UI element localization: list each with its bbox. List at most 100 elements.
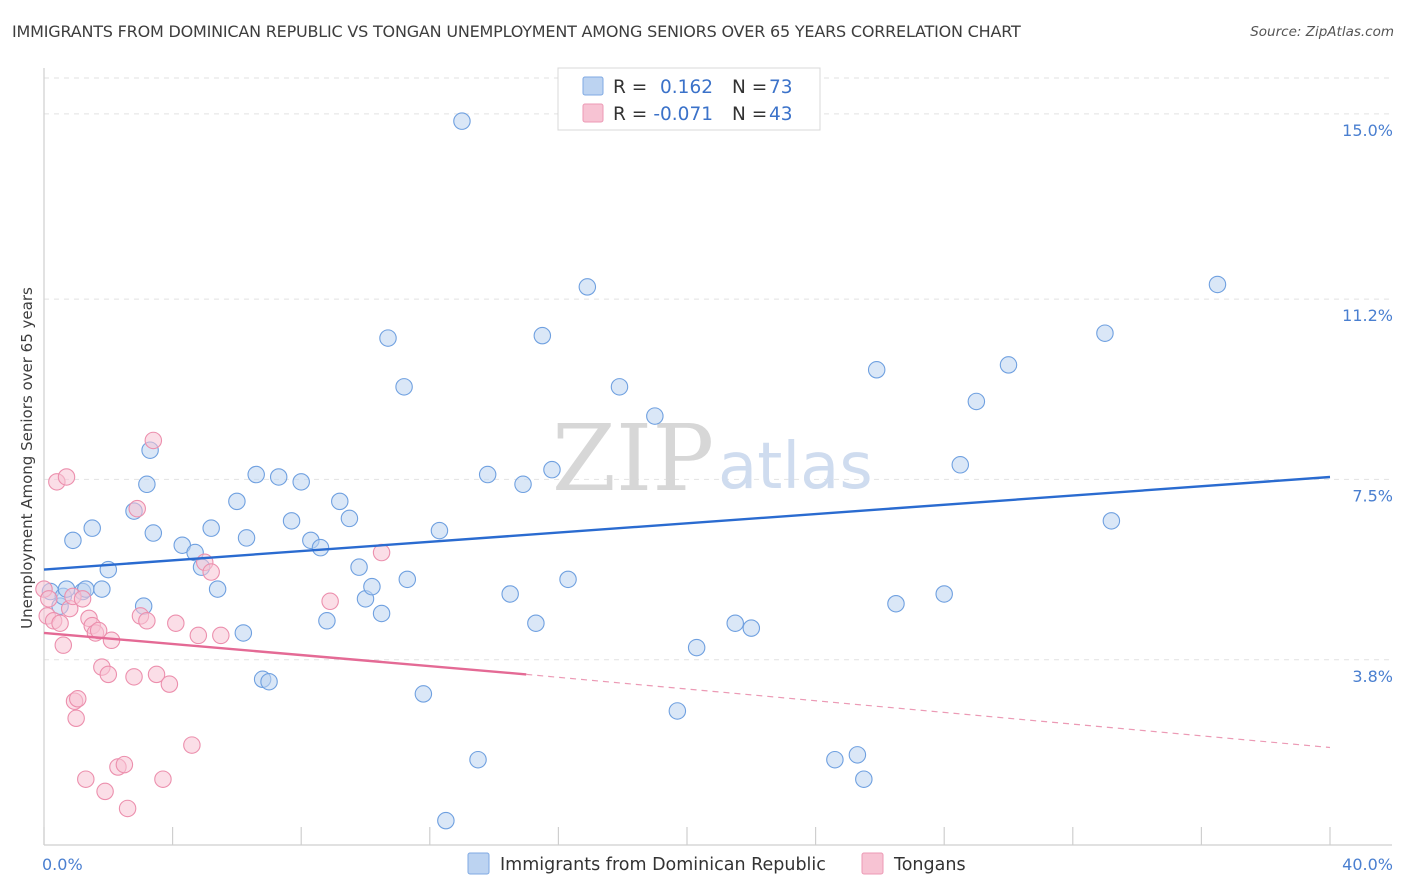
point-dominican	[234, 624, 253, 642]
point-dominican	[228, 492, 246, 511]
trend-line-tongans-extension	[526, 673, 1331, 749]
axes	[43, 68, 1392, 846]
y-tick-label: 7.5%	[1352, 486, 1393, 505]
point-dominican	[610, 378, 629, 396]
legend-swatch-tongans	[861, 852, 884, 875]
point-dominican	[527, 614, 545, 632]
point-dominican	[687, 638, 706, 657]
point-dominican	[437, 811, 455, 830]
gridlines	[44, 77, 1392, 661]
point-tongan	[54, 636, 73, 654]
point-tongan	[202, 563, 220, 581]
point-dominican	[93, 580, 111, 598]
point-dominican	[668, 702, 687, 720]
point-dominican	[559, 570, 577, 589]
point-dominican	[469, 750, 487, 769]
tick-labels: 3.8% 7.5% 11.2% 15.0% 0.0% 40.0%	[42, 121, 1393, 874]
point-tongan	[128, 499, 146, 518]
point-dominican	[1102, 512, 1121, 530]
point-tongan	[73, 590, 92, 608]
stats-legend: R = 0.162 N = 73 R = -0.071 N = 43	[557, 67, 821, 131]
point-dominican	[848, 746, 867, 764]
point-tongan	[167, 614, 185, 632]
point-dominican	[501, 585, 519, 603]
point-dominican	[514, 475, 532, 494]
point-dominican	[247, 465, 265, 484]
point-dominican	[372, 604, 391, 623]
point-tongan	[67, 709, 85, 728]
point-tongan	[57, 468, 76, 486]
point-dominican	[379, 329, 397, 347]
stats-r-label-2: R =	[613, 104, 647, 125]
watermark-zip: ZIP	[552, 405, 714, 512]
stats-swatch-pink	[582, 103, 604, 123]
stats-n-value-2: 43	[769, 104, 793, 125]
stats-r-value-1: 0.162	[660, 77, 713, 98]
trend-line-tongans	[43, 631, 527, 676]
point-tongan	[160, 675, 179, 693]
point-dominican	[453, 112, 471, 130]
point-dominican	[260, 672, 278, 691]
point-tongan	[144, 431, 163, 450]
point-dominican	[318, 612, 336, 630]
stats-n-label-1: N =	[732, 77, 767, 98]
point-dominican	[887, 594, 905, 613]
point-dominican	[951, 456, 970, 474]
point-dominican	[331, 492, 349, 511]
point-dominican	[1208, 275, 1227, 294]
stats-n-value-1: 73	[769, 77, 793, 98]
point-dominican	[144, 524, 163, 542]
data-points	[35, 112, 1227, 830]
point-dominican	[430, 521, 449, 540]
point-dominican	[350, 558, 368, 576]
point-tongan	[189, 626, 208, 645]
point-dominican	[478, 465, 497, 484]
point-dominican	[742, 619, 761, 637]
point-dominican	[398, 570, 417, 589]
point-dominican	[726, 614, 744, 632]
watermark-atlas: atlas	[718, 430, 873, 504]
legend-swatch-dominican	[467, 852, 490, 875]
point-dominican	[282, 512, 301, 530]
point-dominican	[967, 392, 986, 411]
point-dominican	[138, 475, 156, 494]
trend-line-dominican	[43, 475, 1331, 571]
point-dominican	[237, 529, 256, 547]
y-axis-label: Unemployment Among Seniors over 65 years	[18, 287, 36, 629]
x-tick-label: 40.0%	[1342, 855, 1393, 874]
point-dominican	[646, 407, 664, 425]
y-tick-label: 3.8%	[1352, 667, 1393, 686]
trend-lines	[43, 475, 1331, 749]
point-dominican	[867, 361, 886, 379]
source-credit: Source: ZipAtlas.com	[1250, 24, 1394, 40]
x-tick-label: 0.0%	[42, 855, 83, 874]
point-tongan	[40, 590, 58, 608]
point-dominican	[292, 473, 310, 491]
y-tick-label: 11.2%	[1342, 306, 1393, 325]
point-tongan	[51, 614, 69, 632]
point-tongan	[183, 736, 201, 754]
stats-r-label-1: R =	[613, 77, 647, 98]
series-legend: Immigrants from Dominican Republic Tonga…	[467, 852, 966, 875]
point-dominican	[395, 378, 413, 396]
point-tongan	[99, 665, 118, 684]
point-dominican	[64, 531, 82, 550]
point-tongan	[321, 592, 339, 611]
point-dominican	[578, 278, 597, 296]
point-tongan	[77, 770, 95, 788]
stats-r-value-2: -0.071	[653, 104, 713, 125]
point-dominican	[935, 585, 953, 603]
legend-label-dominican: Immigrants from Dominican Republic	[500, 855, 826, 875]
point-tongan	[125, 668, 143, 686]
point-dominican	[311, 538, 330, 557]
stats-n-label-2: N =	[732, 104, 767, 125]
point-tongan	[118, 799, 137, 818]
point-dominican	[208, 580, 227, 598]
watermark: ZIP atlas	[552, 405, 873, 512]
point-dominican	[1096, 324, 1114, 342]
point-tongan	[154, 770, 172, 788]
y-tick-label: 15.0%	[1342, 121, 1393, 140]
point-dominican	[826, 750, 844, 769]
point-dominican	[855, 770, 873, 788]
point-tongan	[138, 612, 156, 630]
